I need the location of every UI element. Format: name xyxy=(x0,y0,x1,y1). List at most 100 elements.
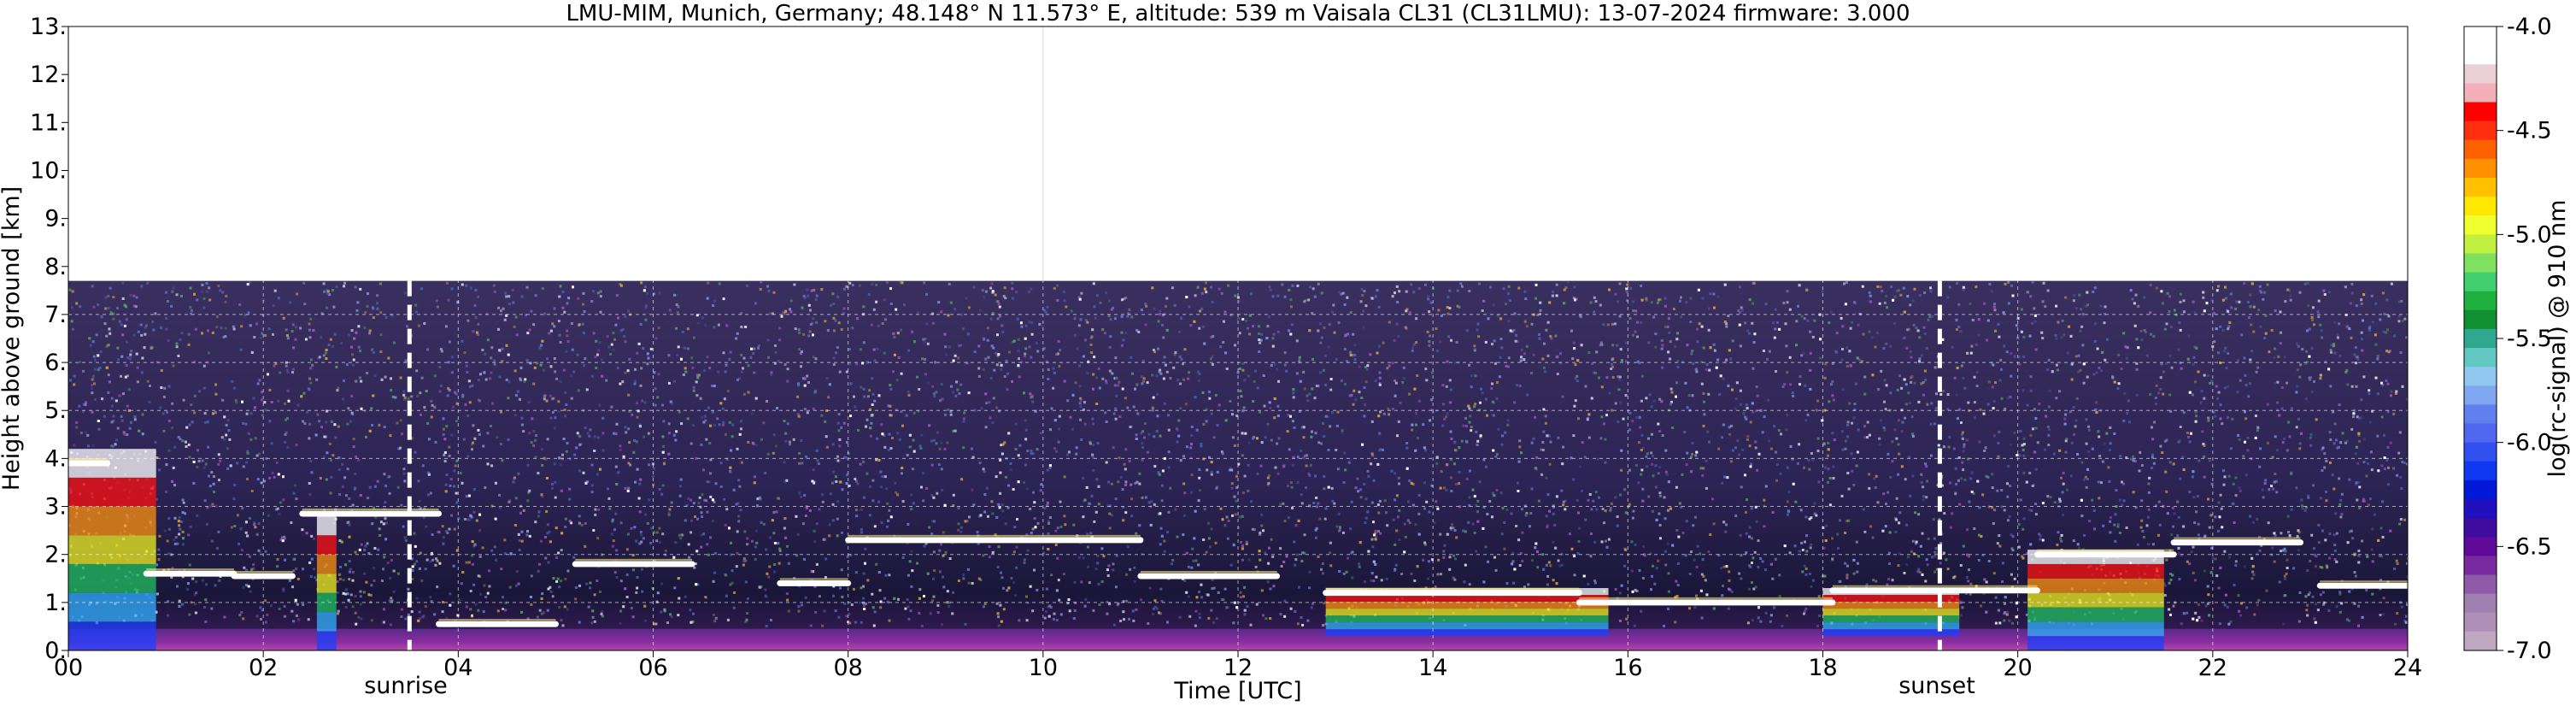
noise-speck xyxy=(329,491,332,495)
noise-speck xyxy=(1258,332,1260,335)
noise-speck xyxy=(282,498,285,502)
noise-speck xyxy=(2193,521,2197,525)
noise-speck xyxy=(1624,341,1628,344)
noise-speck xyxy=(2042,281,2045,285)
noise-speck xyxy=(184,512,187,515)
noise-speck xyxy=(1598,376,1601,379)
noise-speck xyxy=(1408,479,1411,483)
noise-speck xyxy=(1210,285,1212,289)
noise-speck xyxy=(2010,352,2013,355)
noise-speck xyxy=(942,575,944,579)
noise-speck xyxy=(932,496,936,499)
noise-speck xyxy=(2370,548,2374,551)
noise-speck xyxy=(2021,444,2024,447)
noise-speck xyxy=(308,328,311,332)
noise-speck xyxy=(2306,603,2309,607)
noise-speck xyxy=(1159,587,1163,591)
noise-speck xyxy=(566,340,570,344)
noise-speck xyxy=(2080,308,2083,311)
noise-speck xyxy=(1394,379,1396,382)
noise-speck xyxy=(2350,336,2353,339)
noise-speck xyxy=(1449,476,1452,479)
noise-speck xyxy=(1397,476,1400,479)
noise-speck xyxy=(1199,309,1201,313)
noise-speck xyxy=(1182,362,1184,366)
noise-speck xyxy=(2157,391,2161,395)
noise-speck xyxy=(1236,296,1240,299)
noise-speck xyxy=(824,320,827,323)
noise-speck xyxy=(496,436,499,439)
noise-speck xyxy=(1476,439,1480,443)
noise-speck xyxy=(639,384,643,387)
noise-speck xyxy=(348,578,351,581)
noise-speck xyxy=(508,295,511,298)
noise-speck xyxy=(2381,613,2385,616)
noise-speck xyxy=(1246,327,1249,330)
noise-speck xyxy=(2210,379,2214,383)
noise-speck xyxy=(157,468,161,472)
noise-speck xyxy=(1317,502,1320,505)
noise-speck xyxy=(324,351,327,355)
noise-speck xyxy=(302,281,306,285)
noise-speck xyxy=(1353,389,1356,392)
noise-speck xyxy=(1007,484,1011,487)
noise-speck xyxy=(431,403,434,407)
noise-speck xyxy=(1366,469,1370,473)
noise-speck xyxy=(713,551,717,555)
noise-speck xyxy=(268,388,272,391)
noise-speck xyxy=(146,281,150,285)
noise-speck xyxy=(2246,436,2250,439)
noise-speck xyxy=(1442,403,1445,406)
noise-speck xyxy=(875,562,878,566)
noise-speck xyxy=(621,380,625,384)
noise-speck xyxy=(498,493,501,497)
noise-speck xyxy=(95,333,98,337)
noise-speck xyxy=(2034,427,2038,430)
noise-speck xyxy=(1684,554,1687,557)
noise-speck xyxy=(284,433,287,436)
noise-speck xyxy=(1173,353,1177,356)
noise-speck xyxy=(658,487,661,491)
noise-speck xyxy=(1910,380,1913,384)
noise-speck xyxy=(1300,502,1304,505)
noise-speck xyxy=(2077,370,2080,374)
noise-speck xyxy=(82,369,85,373)
noise-speck xyxy=(559,340,562,344)
noise-speck xyxy=(1349,350,1353,354)
noise-speck xyxy=(771,312,774,315)
noise-speck xyxy=(296,603,299,606)
noise-speck xyxy=(2263,291,2267,294)
noise-speck xyxy=(1374,532,1377,535)
noise-speck xyxy=(1517,286,1521,290)
noise-speck xyxy=(1126,406,1130,409)
noise-speck xyxy=(146,379,150,383)
noise-speck xyxy=(1961,433,1963,436)
noise-speck xyxy=(1562,503,1565,507)
noise-speck xyxy=(1855,540,1858,544)
noise-speck xyxy=(461,395,465,398)
noise-speck xyxy=(1377,344,1381,348)
noise-speck xyxy=(273,475,276,479)
noise-speck xyxy=(2181,409,2185,413)
noise-speck xyxy=(558,585,561,589)
noise-speck xyxy=(504,609,508,612)
noise-speck xyxy=(1269,289,1272,291)
noise-speck xyxy=(2243,565,2246,568)
noise-speck xyxy=(537,515,540,518)
noise-speck xyxy=(2273,560,2276,563)
noise-speck xyxy=(2311,306,2315,309)
noise-speck xyxy=(2022,517,2026,521)
noise-speck xyxy=(373,547,377,550)
noise-speck xyxy=(2368,497,2372,501)
noise-speck xyxy=(1057,579,1060,582)
noise-speck xyxy=(1622,417,1625,421)
noise-speck xyxy=(109,332,112,335)
noise-speck xyxy=(1311,603,1314,606)
noise-speck xyxy=(2385,331,2388,334)
noise-speck xyxy=(2169,578,2173,581)
noise-speck xyxy=(1327,345,1330,349)
noise-speck xyxy=(879,606,883,609)
noise-speck xyxy=(729,350,732,354)
noise-speck xyxy=(912,411,916,415)
noise-speck xyxy=(1220,598,1223,601)
